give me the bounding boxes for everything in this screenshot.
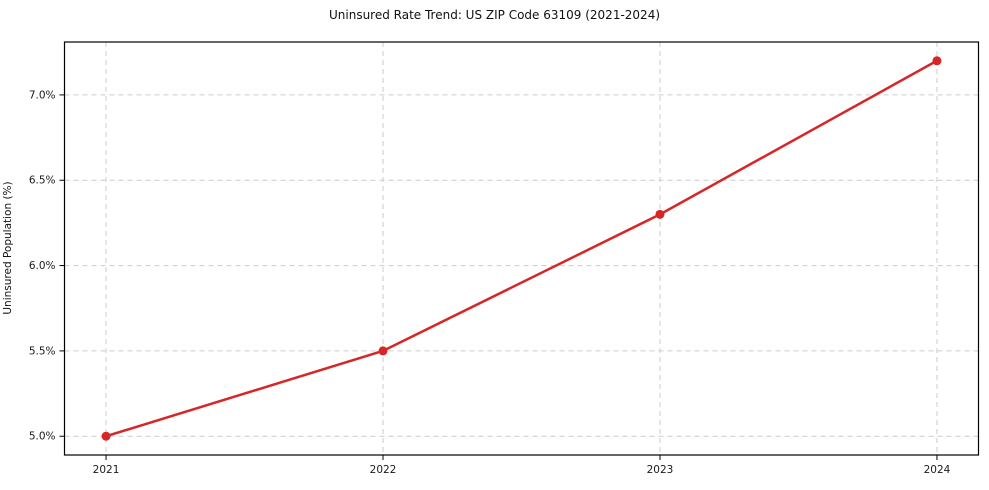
x-tick-label: 2023 bbox=[647, 464, 674, 476]
data-point-marker bbox=[378, 346, 388, 356]
x-tick-label: 2021 bbox=[93, 464, 120, 476]
x-tick-label: 2024 bbox=[924, 464, 951, 476]
y-tick-label: 6.0% bbox=[29, 260, 56, 272]
data-point-marker bbox=[932, 56, 942, 66]
trend-line bbox=[104, 59, 939, 438]
y-tick-label: 5.0% bbox=[29, 431, 56, 443]
y-tick-label: 7.0% bbox=[29, 89, 56, 101]
data-point-marker bbox=[101, 431, 111, 441]
chart-title: Uninsured Rate Trend: US ZIP Code 63109 … bbox=[328, 8, 661, 22]
data-point-marker bbox=[655, 209, 665, 219]
x-tick-label: 2022 bbox=[370, 464, 397, 476]
y-tick-label: 6.5% bbox=[29, 175, 56, 187]
y-tick-label: 5.5% bbox=[29, 345, 56, 357]
plot-border bbox=[63, 41, 980, 456]
